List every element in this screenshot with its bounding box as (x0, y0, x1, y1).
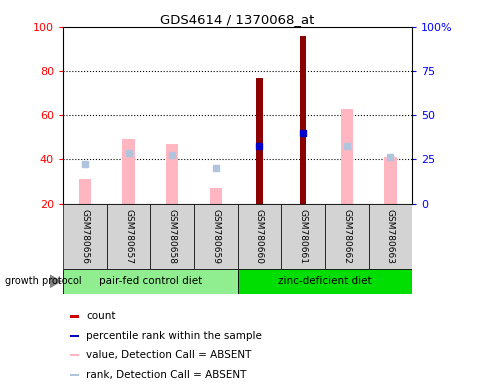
Bar (368, 204, 411, 269)
Bar (70, 374, 79, 376)
Text: growth protocol: growth protocol (5, 276, 81, 286)
Text: GSM780659: GSM780659 (211, 209, 220, 264)
Bar (122, 139, 135, 204)
Bar (256, 78, 262, 204)
Bar (63, 204, 106, 269)
Bar (63, 269, 237, 294)
Text: zinc-deficient diet: zinc-deficient diet (277, 276, 371, 286)
Bar (383, 157, 396, 204)
Title: GDS4614 / 1370068_at: GDS4614 / 1370068_at (160, 13, 314, 26)
Bar (209, 188, 222, 204)
Bar (324, 204, 368, 269)
Text: GSM780657: GSM780657 (124, 209, 133, 264)
Bar (106, 204, 150, 269)
Text: rank, Detection Call = ABSENT: rank, Detection Call = ABSENT (86, 370, 246, 380)
Bar (237, 204, 281, 269)
Text: GSM780656: GSM780656 (80, 209, 89, 264)
Bar (166, 144, 178, 204)
Bar (340, 109, 352, 204)
Bar (70, 354, 79, 356)
Bar (150, 204, 194, 269)
Text: pair-fed control diet: pair-fed control diet (99, 276, 201, 286)
Bar (237, 269, 411, 294)
Text: GSM780662: GSM780662 (342, 209, 350, 264)
Text: GSM780663: GSM780663 (385, 209, 394, 264)
Text: value, Detection Call = ABSENT: value, Detection Call = ABSENT (86, 350, 251, 360)
Bar (299, 36, 306, 204)
Bar (70, 315, 79, 318)
Text: count: count (86, 311, 115, 321)
Text: GSM780658: GSM780658 (167, 209, 176, 264)
Bar (194, 204, 237, 269)
Text: GSM780661: GSM780661 (298, 209, 307, 264)
Bar (70, 335, 79, 337)
Bar (78, 179, 91, 204)
Polygon shape (50, 274, 62, 288)
Bar (281, 204, 324, 269)
Text: GSM780660: GSM780660 (255, 209, 263, 264)
Text: percentile rank within the sample: percentile rank within the sample (86, 331, 261, 341)
